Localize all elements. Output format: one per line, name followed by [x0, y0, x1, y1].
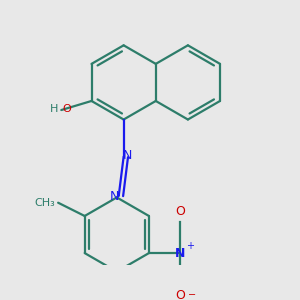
Text: +: + [186, 241, 194, 251]
Text: H: H [50, 104, 58, 114]
Text: N: N [175, 247, 186, 260]
Text: −: − [188, 290, 196, 300]
Text: O: O [62, 104, 71, 114]
Text: N: N [122, 149, 132, 162]
Text: O: O [176, 205, 185, 218]
Text: O: O [176, 289, 185, 300]
Text: N: N [110, 190, 119, 203]
Text: CH₃: CH₃ [34, 198, 55, 208]
